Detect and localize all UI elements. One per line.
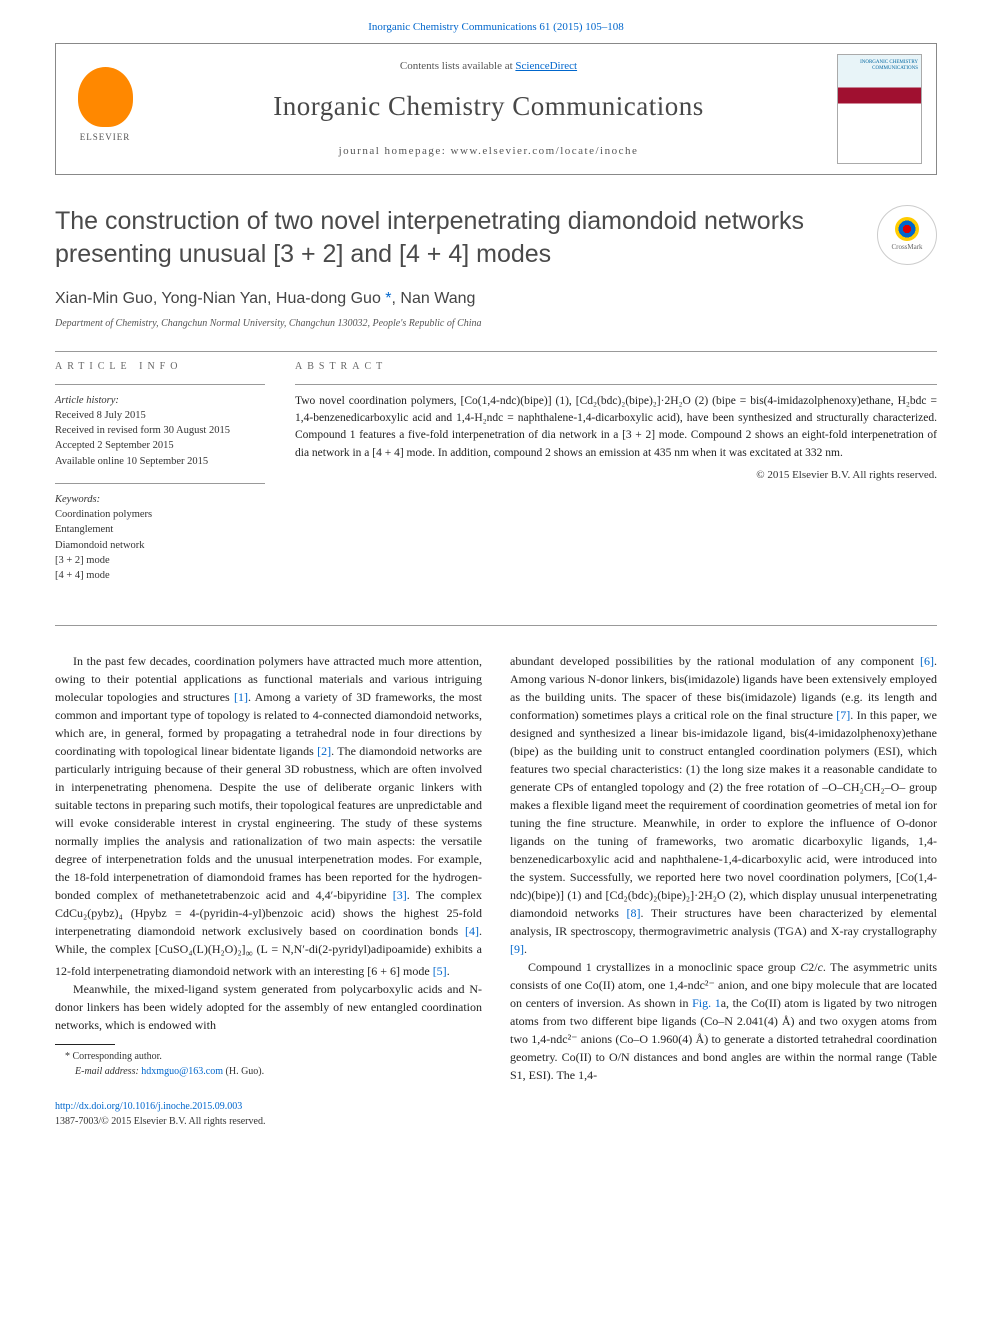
crossmark-label: CrossMark xyxy=(891,243,922,253)
footer-block: http://dx.doi.org/10.1016/j.inoche.2015.… xyxy=(55,1099,482,1129)
keyword-2: Diamondoid network xyxy=(55,538,265,553)
article-info-head: article info xyxy=(55,360,265,374)
email-line: E-mail address: hdxmguo@163.com (H. Guo)… xyxy=(55,1064,482,1079)
doi-link[interactable]: http://dx.doi.org/10.1016/j.inoche.2015.… xyxy=(55,1099,482,1114)
divider xyxy=(55,384,265,385)
email-suffix: (H. Guo). xyxy=(223,1066,264,1077)
history-revised: Received in revised form 30 August 2015 xyxy=(55,423,265,438)
body-text: In the past few decades, coordination po… xyxy=(55,652,937,1128)
journal-title: Inorganic Chemistry Communications xyxy=(160,88,817,126)
ref-link-3[interactable]: [3] xyxy=(393,888,407,902)
contents-text: Contents lists available at xyxy=(400,60,515,72)
history-accepted: Accepted 2 September 2015 xyxy=(55,438,265,453)
abstract-text: Two novel coordination polymers, [Co(1,4… xyxy=(295,393,937,462)
authors-line: Xian-Min Guo, Yong-Nian Yan, Hua-dong Gu… xyxy=(55,288,937,310)
ref-link-2[interactable]: [2] xyxy=(317,744,331,758)
contents-line: Contents lists available at ScienceDirec… xyxy=(160,59,817,74)
keywords-block: Keywords: Coordination polymers Entangle… xyxy=(55,492,265,583)
elsevier-tree-icon xyxy=(78,67,133,127)
divider xyxy=(55,351,937,352)
footnote-separator xyxy=(55,1044,115,1045)
ref-link-8[interactable]: [8] xyxy=(627,906,641,920)
divider xyxy=(55,625,937,626)
ref-link-6[interactable]: [6] xyxy=(920,654,934,668)
history-received: Received 8 July 2015 xyxy=(55,408,265,423)
keyword-0: Coordination polymers xyxy=(55,507,265,522)
history-online: Available online 10 September 2015 xyxy=(55,454,265,469)
homepage-label: journal homepage: xyxy=(339,145,451,157)
issn-copyright: 1387-7003/© 2015 Elsevier B.V. All right… xyxy=(55,1114,482,1129)
homepage-url[interactable]: www.elsevier.com/locate/inoche xyxy=(451,145,639,157)
journal-cover-thumbnail xyxy=(837,54,922,164)
affiliation: Department of Chemistry, Changchun Norma… xyxy=(55,317,937,331)
homepage-line: journal homepage: www.elsevier.com/locat… xyxy=(160,144,817,159)
body-paragraph-1: In the past few decades, coordination po… xyxy=(55,652,482,979)
email-label: E-mail address: xyxy=(75,1066,141,1077)
keyword-4: [4 + 4] mode xyxy=(55,568,265,583)
body-paragraph-2: Meanwhile, the mixed-ligand system gener… xyxy=(55,980,482,1034)
history-label: Article history: xyxy=(55,393,265,408)
elsevier-logo: ELSEVIER xyxy=(70,67,140,152)
ref-link-4[interactable]: [4] xyxy=(465,924,479,938)
ref-link-1[interactable]: [1] xyxy=(234,690,248,704)
article-history-block: Article history: Received 8 July 2015 Re… xyxy=(55,393,265,469)
fig-link-1a[interactable]: Fig. 1 xyxy=(692,996,721,1010)
abstract-copyright: © 2015 Elsevier B.V. All rights reserved… xyxy=(295,468,937,483)
publisher-name: ELSEVIER xyxy=(80,131,131,144)
crossmark-badge[interactable]: CrossMark xyxy=(877,205,937,265)
abstract-head: abstract xyxy=(295,360,937,374)
keyword-3: [3 + 2] mode xyxy=(55,553,265,568)
sciencedirect-link[interactable]: ScienceDirect xyxy=(515,60,577,72)
corresponding-asterisk: * xyxy=(385,290,391,307)
divider xyxy=(295,384,937,385)
keyword-1: Entanglement xyxy=(55,522,265,537)
ref-link-7[interactable]: [7] xyxy=(836,708,850,722)
citation-header: Inorganic Chemistry Communications 61 (2… xyxy=(55,20,937,35)
divider xyxy=(55,483,265,484)
email-link[interactable]: hdxmguo@163.com xyxy=(141,1066,223,1077)
body-paragraph-3: abundant developed possibilities by the … xyxy=(510,652,937,958)
ref-link-5[interactable]: [5] xyxy=(433,964,447,978)
ref-link-9[interactable]: [9] xyxy=(510,942,524,956)
body-paragraph-4: Compound 1 crystallizes in a monoclinic … xyxy=(510,958,937,1084)
corresponding-author-note: * Corresponding author. xyxy=(55,1049,482,1064)
keywords-label: Keywords: xyxy=(55,492,265,507)
journal-header: ELSEVIER Contents lists available at Sci… xyxy=(55,43,937,175)
article-title: The construction of two novel interpenet… xyxy=(55,205,857,270)
